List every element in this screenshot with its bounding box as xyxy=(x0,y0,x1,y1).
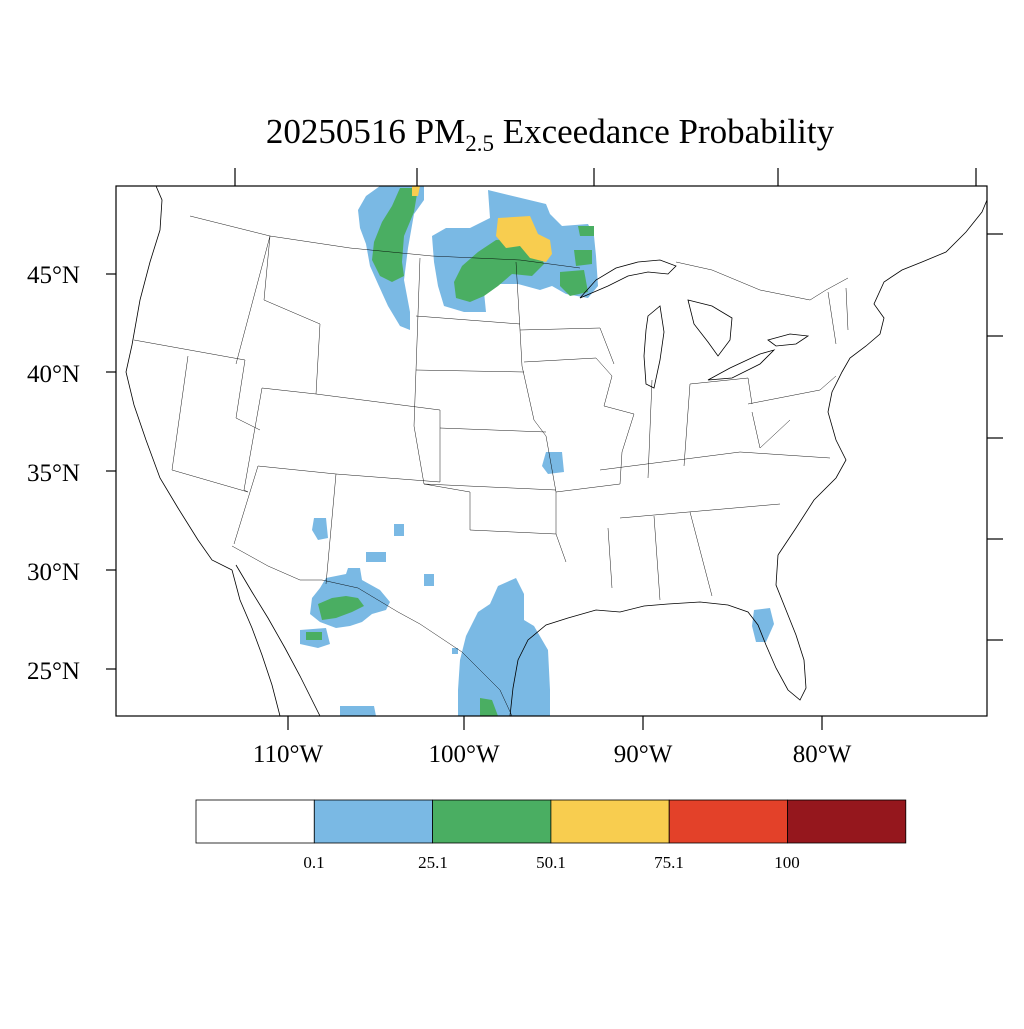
colorbar-box-1 xyxy=(195,799,315,844)
lon-label-110w: 110°W xyxy=(253,741,324,768)
lon-label-80w: 80°W xyxy=(793,741,852,768)
colorbar-label-1: 0.1 xyxy=(303,853,324,872)
region-tamaulipas-core xyxy=(480,698,498,716)
west-coast xyxy=(125,186,233,571)
lake-superior xyxy=(579,259,677,299)
lake-huron xyxy=(687,299,733,357)
probability-regions xyxy=(300,186,774,716)
region-missouri-spot xyxy=(542,452,564,474)
map-frame xyxy=(115,185,988,717)
mexico-border xyxy=(231,545,513,716)
colorbar-box-3 xyxy=(432,799,552,844)
lat-label-40: 40°N xyxy=(27,361,80,388)
lat-label-30: 30°N xyxy=(27,559,80,586)
baja-california xyxy=(231,569,281,716)
colorbar-label-3: 50.1 xyxy=(536,853,566,872)
lat-label-45: 45°N xyxy=(27,262,80,289)
region-florida-spot xyxy=(752,608,774,642)
title-prefix: 20250516 PM xyxy=(266,112,465,151)
colorbar-box-5 xyxy=(668,799,788,844)
lake-erie xyxy=(707,349,776,381)
colorbar-label-2: 25.1 xyxy=(418,853,448,872)
colorbar-box-2 xyxy=(313,799,433,844)
colorbar-label-4: 75.1 xyxy=(654,853,684,872)
gulf-of-california xyxy=(235,564,321,716)
lat-label-35: 35°N xyxy=(27,460,80,487)
colorbar-box-4 xyxy=(550,799,670,844)
lon-label-100w: 100°W xyxy=(428,741,499,768)
axis-ticks xyxy=(106,168,1003,730)
colorbar-box-6 xyxy=(787,799,907,844)
colorbar-label-5: 100 xyxy=(774,853,800,872)
canada-border xyxy=(189,215,849,301)
longitude-labels: 110°W 100°W 90°W 80°W xyxy=(253,741,852,768)
latitude-labels: 45°N 40°N 35°N 30°N 25°N xyxy=(27,262,80,685)
title-suffix: Exceedance Probability xyxy=(494,112,835,151)
state-lines-central xyxy=(413,257,567,563)
lake-michigan xyxy=(643,305,665,389)
gulf-coast xyxy=(509,554,807,716)
region-south-texas-coast xyxy=(452,578,550,716)
political-boundaries xyxy=(133,215,849,716)
region-chihuahua-core xyxy=(306,596,364,640)
map-panel xyxy=(116,186,987,716)
east-coast xyxy=(777,199,987,556)
state-lines-east xyxy=(519,287,849,601)
region-minnesota-peak xyxy=(412,186,552,262)
lon-label-90w: 90°W xyxy=(614,741,673,768)
lake-ontario xyxy=(767,333,810,347)
region-new-mexico-spots xyxy=(312,518,434,586)
region-north-dakota-core xyxy=(454,226,594,302)
state-lines-west xyxy=(133,235,441,585)
region-montana-core xyxy=(372,188,418,282)
colorbar: 0.1 25.1 50.1 75.1 100 xyxy=(195,799,907,872)
colorbar-boxes xyxy=(195,799,907,844)
title-subscript: 2.5 xyxy=(465,131,494,156)
coastlines xyxy=(125,186,987,716)
lat-label-25: 25°N xyxy=(27,658,80,685)
map-title: 20250516 PM2.5 Exceedance Probability xyxy=(266,112,835,156)
